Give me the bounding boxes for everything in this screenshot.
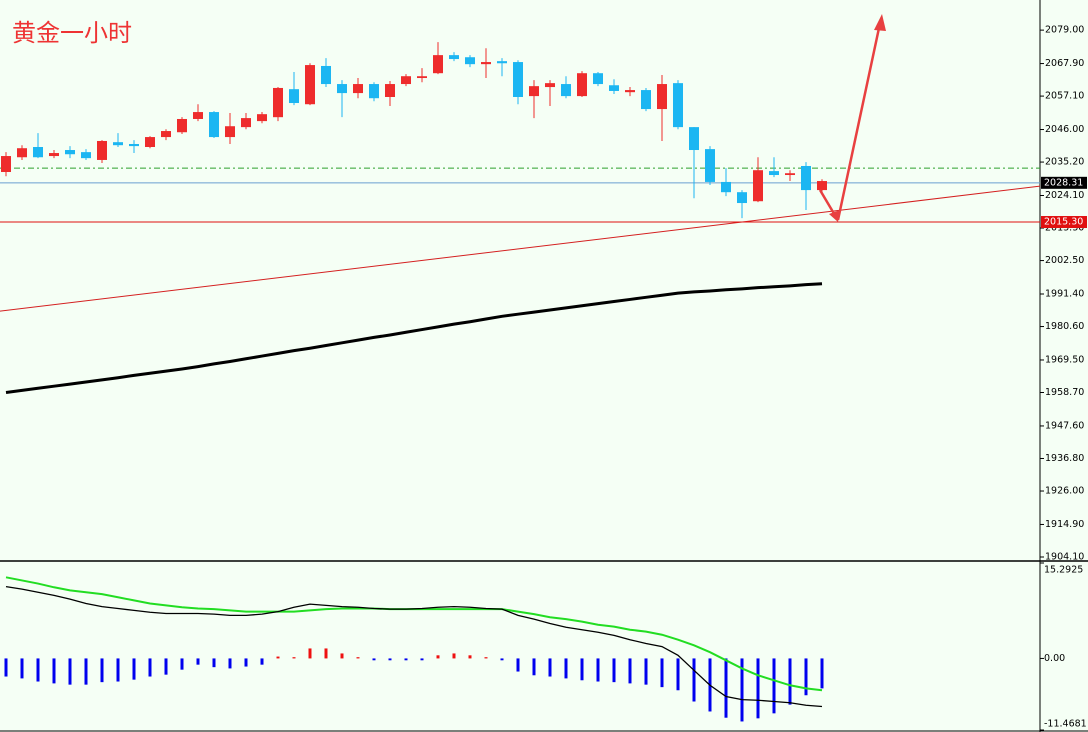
candle-body xyxy=(129,143,139,147)
y-tick-label: 2046.00 xyxy=(1045,124,1084,135)
arrow-up xyxy=(836,27,881,221)
candle-body xyxy=(337,84,347,94)
y-tick-label: 2035.20 xyxy=(1045,157,1084,168)
y-tick-label: 15.2925 xyxy=(1044,565,1083,576)
candle-body xyxy=(289,89,299,104)
price-label-box xyxy=(1041,216,1087,229)
chart-title: 黄金一小时 xyxy=(12,19,132,47)
candle-body xyxy=(593,73,603,85)
trendline xyxy=(0,185,1041,312)
candle-body xyxy=(33,147,43,158)
y-tick-label: 1947.60 xyxy=(1045,420,1084,431)
y-tick-label: 2002.50 xyxy=(1045,255,1084,266)
y-tick-label: -11.4681 xyxy=(1044,719,1087,730)
candle-body xyxy=(113,142,123,146)
y-tick-label: 2013.30 xyxy=(1045,223,1084,234)
y-tick-label: 1936.80 xyxy=(1045,453,1084,464)
candle-body xyxy=(65,150,75,155)
macd-line xyxy=(5,586,823,708)
candle-body xyxy=(273,87,283,118)
candle-body xyxy=(689,127,699,151)
candle-body xyxy=(577,73,587,97)
candle-body xyxy=(385,84,395,97)
arrow-head xyxy=(874,14,886,31)
candle-body xyxy=(353,84,363,94)
price-panel: 2079.00 2067.90 2057.10 2046.00 2035.20 2024.… xyxy=(0,25,1087,562)
moving-average xyxy=(5,282,823,394)
candle-body xyxy=(673,83,683,128)
candle-body xyxy=(305,65,315,105)
candle-body xyxy=(817,181,827,191)
candle-body xyxy=(145,137,155,148)
candle-body xyxy=(465,57,475,65)
price-label: 2015.30 xyxy=(1044,217,1083,228)
candle-body xyxy=(1,156,11,173)
y-tick-label: 2024.10 xyxy=(1045,190,1084,201)
candle-body xyxy=(625,90,635,93)
candle-body xyxy=(641,90,651,110)
candle-body xyxy=(657,84,667,110)
y-tick-label: 1914.90 xyxy=(1045,519,1084,530)
candle-body xyxy=(529,86,539,97)
macd-panel: 15.2925 0.00 -11.4681 xyxy=(4,562,1087,731)
annotation-arrows xyxy=(818,14,886,222)
y-tick-label: 1904.10 xyxy=(1045,551,1084,562)
candle-body xyxy=(193,112,203,119)
price-label: 2028.31 xyxy=(1044,177,1083,188)
candle-body xyxy=(545,83,555,88)
candle-body xyxy=(257,114,267,122)
candle-body xyxy=(97,140,107,160)
candle-body xyxy=(161,131,171,138)
y-tick-label: 1991.40 xyxy=(1045,289,1084,300)
candle-body xyxy=(49,153,59,157)
candle-body xyxy=(737,192,747,204)
candle-body xyxy=(801,165,811,191)
candle-body xyxy=(497,61,507,64)
candle-body xyxy=(705,149,715,182)
candle-body xyxy=(321,65,331,85)
y-tick-label: 2057.10 xyxy=(1045,91,1084,102)
y-tick-label: 2079.00 xyxy=(1045,25,1084,36)
candle-body xyxy=(449,55,459,60)
candle-body xyxy=(513,62,523,97)
candle-body xyxy=(241,118,251,128)
candle-body xyxy=(401,76,411,85)
candle-body xyxy=(225,126,235,138)
candle-body xyxy=(369,84,379,99)
candle-body xyxy=(721,181,731,193)
candle-body xyxy=(17,148,27,158)
candle-body xyxy=(785,173,795,176)
y-tick-label: 1980.60 xyxy=(1045,321,1084,332)
candle-body xyxy=(433,55,443,74)
price-label-box xyxy=(1041,176,1087,189)
candle-body xyxy=(609,85,619,91)
candle-body xyxy=(209,112,219,138)
y-tick-label: 1969.50 xyxy=(1045,354,1084,365)
y-tick-label: 0.00 xyxy=(1044,653,1065,664)
candle-body xyxy=(753,170,763,202)
candle-body xyxy=(561,84,571,97)
candle-body xyxy=(481,62,491,65)
candle-body xyxy=(177,118,187,133)
candle-body xyxy=(417,76,427,79)
y-tick-label: 2067.90 xyxy=(1045,58,1084,69)
y-tick-label: 1926.00 xyxy=(1045,486,1084,497)
candle-body xyxy=(81,152,91,159)
candle-body xyxy=(769,171,779,176)
y-tick-label: 1958.70 xyxy=(1045,387,1084,398)
